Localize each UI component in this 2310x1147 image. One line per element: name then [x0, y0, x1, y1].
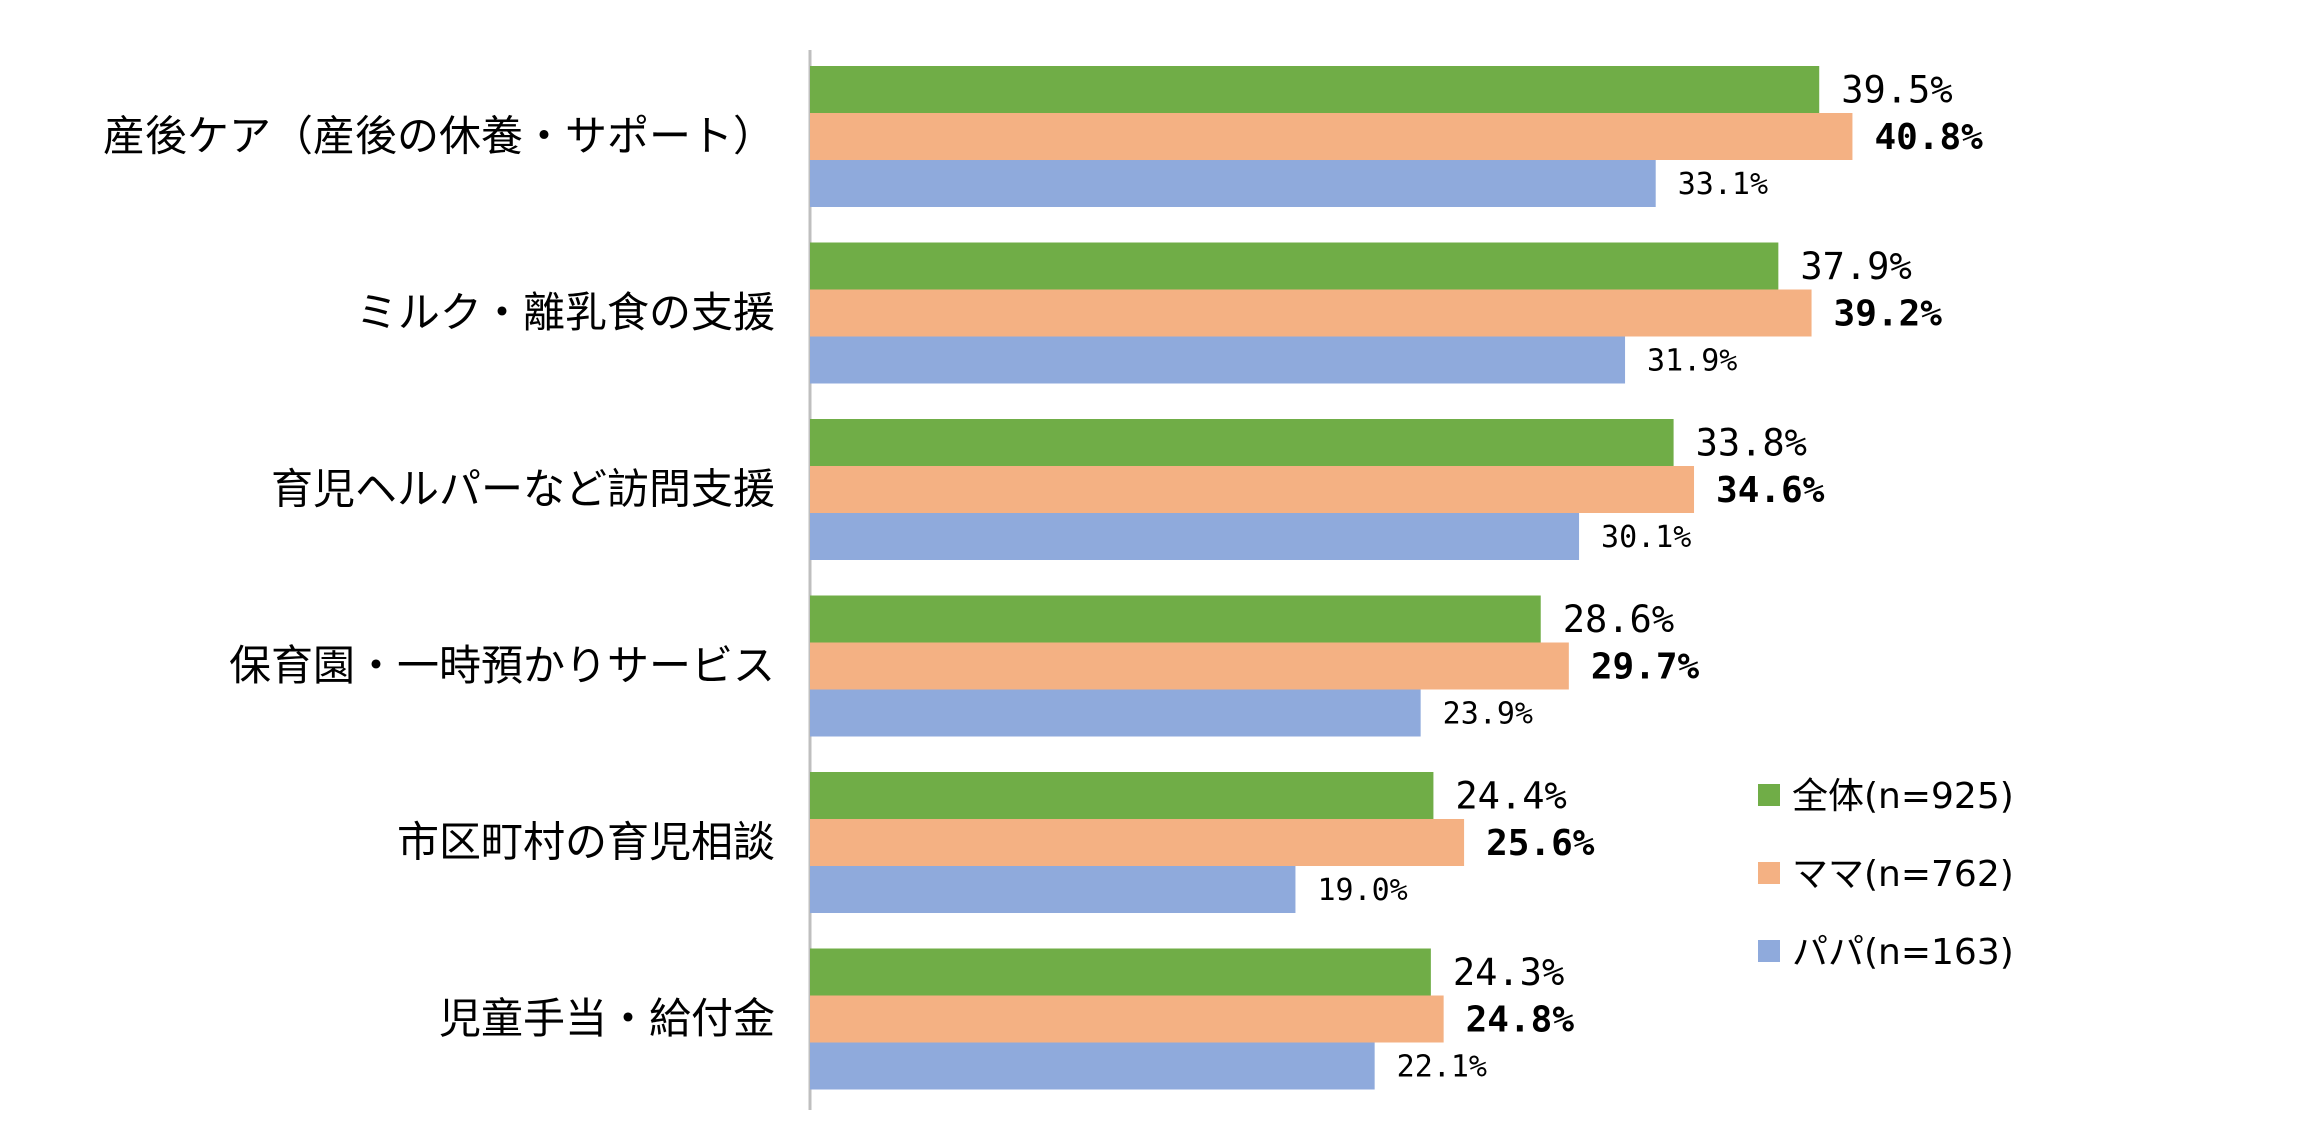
legend-label: ママ(n=762) — [1792, 854, 2014, 895]
data-label: 34.6% — [1716, 470, 1825, 511]
data-label: 28.6% — [1563, 598, 1674, 641]
bar-total — [810, 419, 1674, 466]
bar-total — [810, 948, 1431, 996]
bar-papa — [810, 336, 1626, 384]
bar-papa — [810, 866, 1296, 913]
data-label: 24.3% — [1453, 951, 1564, 994]
bar-mama — [810, 642, 1569, 690]
data-label: 23.9% — [1443, 697, 1533, 732]
data-label: 22.1% — [1397, 1050, 1487, 1085]
category-label: ミルク・離乳食の支援 — [356, 288, 775, 337]
bars-group — [810, 66, 1853, 1090]
category-labels: 産後ケア（産後の休養・サポート） ミルク・離乳食の支援育児ヘルパーなど訪問支援保育… — [103, 112, 775, 1044]
bar-total — [810, 772, 1434, 819]
data-label: 33.8% — [1696, 421, 1807, 464]
bar-mama — [810, 113, 1853, 160]
bar-total — [810, 66, 1820, 113]
value-labels: 39.5% 40.8% 33.1% 37.9% 39.2% 31.9% 33.8% 34.6%… — [1317, 68, 1983, 1084]
data-label: 30.1% — [1601, 520, 1691, 555]
data-label: 29.7% — [1591, 647, 1700, 688]
bar-papa — [810, 689, 1421, 737]
category-label: 育児ヘルパーなど訪問支援 — [271, 465, 775, 514]
data-label: 19.0% — [1317, 873, 1407, 908]
bar-mama — [810, 995, 1444, 1043]
bar-papa — [810, 1042, 1375, 1090]
bar-total — [810, 595, 1541, 643]
data-label: 24.8% — [1466, 1000, 1575, 1041]
legend-swatch — [1758, 862, 1780, 884]
bar-mama — [810, 819, 1465, 866]
legend-swatch — [1758, 784, 1780, 806]
data-label: 40.8% — [1874, 117, 1983, 158]
category-label: 児童手当・給付金 — [439, 994, 775, 1043]
bar-papa — [810, 160, 1656, 207]
bar-papa — [810, 513, 1580, 560]
data-label: 33.1% — [1678, 167, 1768, 202]
legend-label: 全体(n=925) — [1792, 776, 2014, 817]
data-label: 39.5% — [1841, 68, 1952, 111]
bar-mama — [810, 466, 1695, 513]
data-label: 24.4% — [1455, 774, 1566, 817]
data-label: 31.9% — [1647, 344, 1737, 379]
legend-label: パパ(n=163) — [1792, 932, 2014, 973]
data-label: 39.2% — [1834, 294, 1943, 335]
bar-total — [810, 242, 1779, 290]
data-label: 37.9% — [1800, 245, 1911, 288]
category-label: 保育園・一時預かりサービス — [229, 641, 775, 690]
bar-mama — [810, 289, 1812, 337]
legend: 全体(n=925) ママ(n=762) パパ(n=163) — [1758, 776, 2014, 973]
category-label: 産後ケア（産後の休養・サポート） — [103, 112, 775, 161]
data-label: 25.6% — [1486, 823, 1595, 864]
category-label: 市区町村の育児相談 — [397, 818, 775, 867]
legend-swatch — [1758, 940, 1780, 962]
